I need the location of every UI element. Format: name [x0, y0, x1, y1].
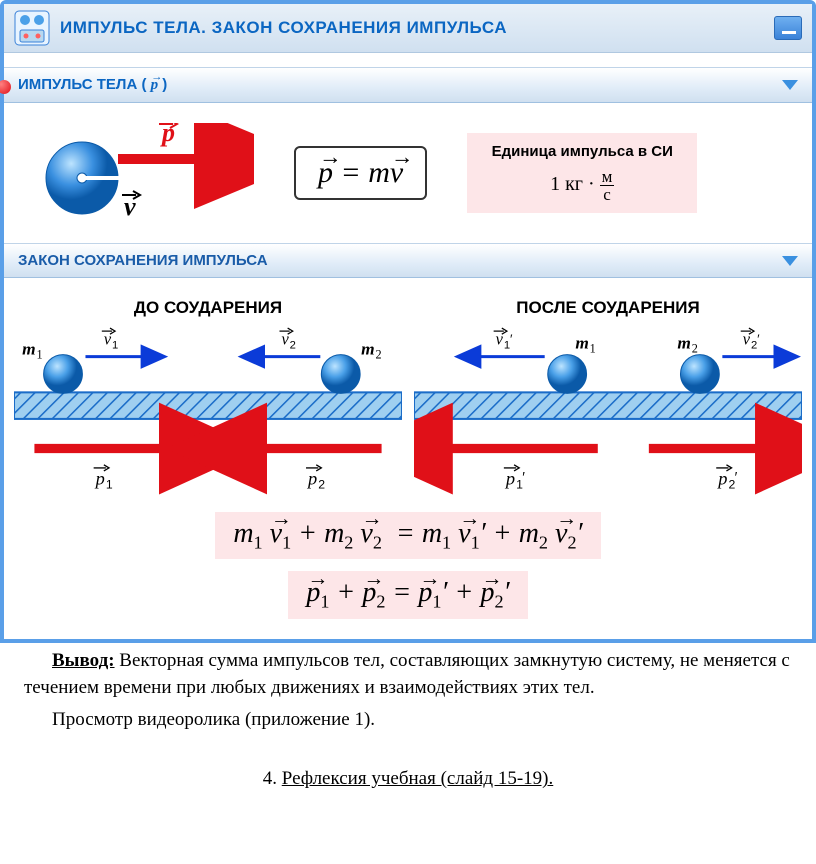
chevron-down-icon	[782, 80, 798, 90]
si-unit-box: Единица импульса в СИ 1 кг · мс	[467, 133, 697, 213]
svg-text:m: m	[677, 333, 691, 352]
svg-text:v: v	[496, 329, 504, 348]
after-svg: m 1 v 1 ′ m 2 v	[414, 326, 802, 500]
svg-text:1: 1	[112, 339, 118, 351]
conclusion-text: Вывод: Векторная сумма импульсов тел, со…	[0, 643, 816, 811]
svg-text:1: 1	[106, 477, 113, 491]
before-collision: ДО СОУДАРЕНИЯ	[14, 298, 402, 500]
svg-text:′: ′	[522, 470, 525, 486]
svg-text:2: 2	[318, 477, 325, 491]
app-window: ИМПУЛЬС ТЕЛА. ЗАКОН СОХРАНЕНИЯ ИМПУЛЬСА …	[0, 0, 816, 643]
svg-text:′: ′	[757, 331, 760, 346]
svg-text:′: ′	[735, 470, 738, 486]
impulse-diagram: p v	[34, 123, 254, 223]
conservation-equation-mv: m1 v1 + m2 v2 = m1 v1′ + m2 v2′	[215, 512, 600, 560]
svg-text:1: 1	[36, 348, 42, 362]
collision-diagrams: ДО СОУДАРЕНИЯ	[4, 278, 812, 639]
svg-text:p: p	[504, 468, 515, 488]
svg-text:v: v	[282, 329, 290, 348]
section-label: ЗАКОН СОХРАНЕНИЯ ИМПУЛЬСА	[18, 252, 268, 269]
svg-text:p: p	[94, 468, 105, 488]
svg-text:2: 2	[290, 339, 296, 351]
video-line: Просмотр видеоролика (приложение 1).	[24, 706, 792, 734]
indicator-dot	[0, 80, 11, 94]
svg-text:p: p	[306, 468, 317, 488]
section-header-conservation[interactable]: ЗАКОН СОХРАНЕНИЯ ИМПУЛЬСА	[4, 243, 812, 278]
si-unit-value: 1 кг · мс	[485, 168, 679, 203]
conservation-equation-p: p1 + p2 = p1′ + p2′	[288, 571, 527, 619]
window-title: ИМПУЛЬС ТЕЛА. ЗАКОН СОХРАНЕНИЯ ИМПУЛЬСА	[60, 18, 774, 38]
svg-text:v: v	[743, 329, 751, 348]
svg-text:v: v	[104, 329, 112, 348]
svg-text:2: 2	[692, 342, 698, 356]
title-bar: ИМПУЛЬС ТЕЛА. ЗАКОН СОХРАНЕНИЯ ИМПУЛЬСА	[4, 4, 812, 53]
before-title: ДО СОУДАРЕНИЯ	[14, 298, 402, 318]
app-icon	[14, 10, 50, 46]
svg-text:v: v	[124, 192, 136, 221]
conclusion-label: Вывод:	[52, 650, 115, 671]
chevron-down-icon	[782, 256, 798, 266]
svg-text:2: 2	[375, 348, 381, 362]
svg-text:m: m	[22, 340, 36, 359]
before-svg: m 1 v 1 m 2 v 2	[14, 326, 402, 500]
svg-text:m: m	[361, 340, 375, 359]
reflex-heading: 4. Рефлексия учебная (слайд 15-19).	[24, 765, 792, 793]
impulse-formula: p = mv	[294, 146, 427, 200]
svg-text:p: p	[716, 468, 727, 488]
after-title: ПОСЛЕ СОУДАРЕНИЯ	[414, 298, 802, 318]
section-label: ИМПУЛЬС ТЕЛА ( p )	[18, 76, 167, 94]
si-title: Единица импульса в СИ	[485, 143, 679, 160]
svg-text:1: 1	[590, 342, 596, 356]
after-collision: ПОСЛЕ СОУДАРЕНИЯ m 1 v 1 ′	[414, 298, 802, 500]
svg-text:m: m	[575, 333, 589, 352]
impulse-definition-row: p v p = mv Единица импульса в СИ 1 кг · …	[4, 103, 812, 243]
section-header-impulse[interactable]: ИМПУЛЬС ТЕЛА ( p )	[4, 67, 812, 103]
svg-text:′: ′	[510, 331, 513, 346]
minimize-button[interactable]	[774, 16, 802, 40]
